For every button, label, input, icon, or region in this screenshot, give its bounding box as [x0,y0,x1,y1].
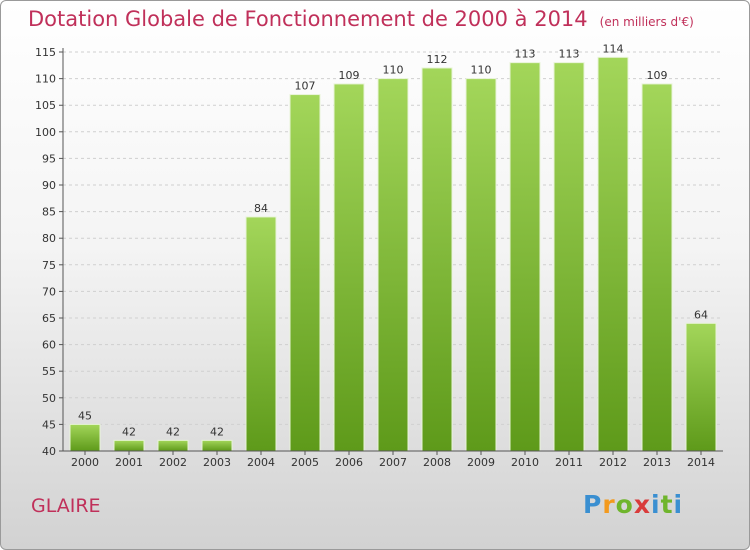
bar [289,94,321,452]
y-tick-label: 115 [35,46,56,59]
x-tick-label: 2004 [247,456,275,469]
bar-value-label: 114 [603,42,624,55]
y-tick-label: 70 [42,285,56,298]
y-tick-label: 75 [42,259,56,272]
bar [245,216,277,452]
bar-value-label: 110 [471,64,492,77]
bar-value-label: 45 [78,409,92,422]
x-tick-label: 2006 [335,456,363,469]
y-tick-label: 40 [42,445,56,458]
bar-value-label: 42 [122,425,136,438]
x-tick-label: 2012 [599,456,627,469]
y-tick-label: 50 [42,392,56,405]
y-tick-label: 90 [42,179,56,192]
bar [465,78,497,452]
logo-letter: o [615,490,634,519]
bar-value-label: 109 [647,69,668,82]
x-tick-label: 2010 [511,456,539,469]
bars: 45 42 42 42 84 107 109 110 112 110 113 113 114 109 64 [69,42,717,452]
logo-letter: P [583,490,603,519]
bar [201,439,233,452]
x-tick-label: 2000 [71,456,99,469]
y-tick-label: 110 [35,73,56,86]
logo-letter: i [651,490,661,519]
x-tick-label: 2008 [423,456,451,469]
y-tick-label: 80 [42,232,56,245]
bar [641,83,673,452]
x-tick-label: 2009 [467,456,495,469]
bar [69,423,101,452]
bar [553,62,585,452]
bar [685,322,717,452]
x-tick-label: 2001 [115,456,143,469]
bar-value-label: 42 [166,425,180,438]
logo-letter: x [633,490,651,519]
chart-subtitle: (en milliers d'€) [599,15,694,29]
bar [157,439,189,452]
y-tick-label: 105 [35,99,56,112]
y-tick-label: 95 [42,152,56,165]
x-tick-label: 2005 [291,456,319,469]
y-axis: 40 45 50 55 60 65 70 75 80 85 90 95 100 105 110 115 [35,46,64,458]
bar-value-label: 84 [254,202,268,215]
y-tick-label: 45 [42,418,56,431]
logo-letter: t [660,490,674,519]
y-tick-label: 65 [42,312,56,325]
x-tick-label: 2011 [555,456,583,469]
y-tick-label: 55 [42,365,56,378]
bar-value-label: 113 [559,48,580,61]
bar-value-label: 112 [427,53,448,66]
y-tick-label: 85 [42,206,56,219]
x-tick-label: 2007 [379,456,407,469]
x-tick-label: 2002 [159,456,187,469]
bar [421,67,453,452]
y-tick-label: 100 [35,126,56,139]
bar-value-label: 64 [694,308,708,321]
bar-value-label: 107 [295,80,316,93]
bar [377,78,409,452]
x-axis: 2000 2001 2002 2003 2004 2005 2006 2007 2008 2009… [63,450,723,469]
bar-value-label: 42 [210,425,224,438]
y-tick-label: 60 [42,339,56,352]
bar [113,439,145,452]
bar-value-label: 109 [339,69,360,82]
logo-letter: r [602,490,616,519]
bar [509,62,541,452]
bar [597,56,629,452]
place-name: GLAIRE [31,495,101,517]
x-tick-label: 2013 [643,456,671,469]
title-text: Dotation Globale de Fonctionnement de 20… [28,7,588,31]
x-tick-label: 2014 [687,456,715,469]
logo-letter: i [673,490,684,519]
x-tick-label: 2003 [203,456,231,469]
chart-title: Dotation Globale de Fonctionnement de 20… [28,7,694,31]
bar-value-label: 113 [515,48,536,61]
bar-value-label: 110 [383,64,404,77]
bar [333,83,365,452]
proxiti-logo: Proxiti [583,490,683,519]
